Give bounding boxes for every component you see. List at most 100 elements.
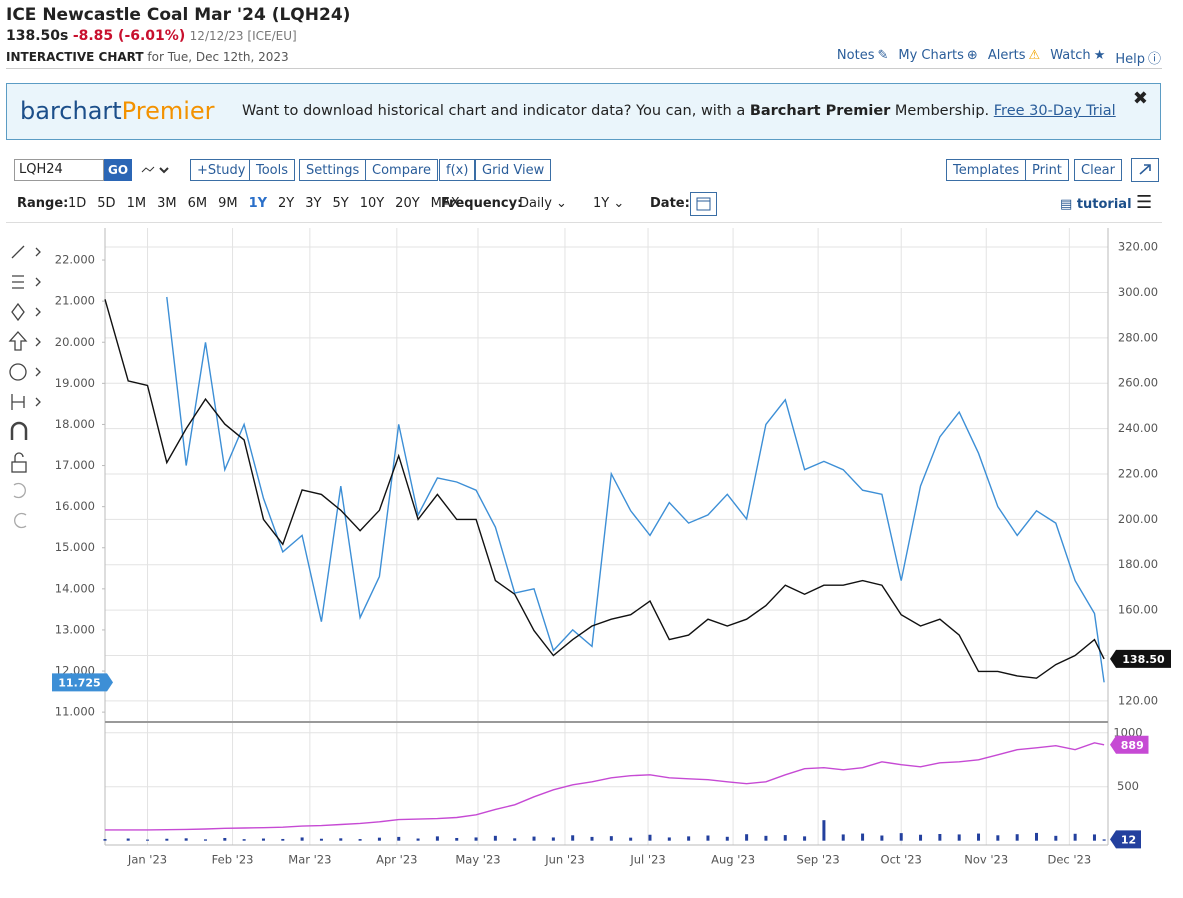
tool-magnet[interactable] bbox=[10, 421, 28, 440]
tool-undo[interactable] bbox=[13, 482, 26, 499]
tool-arrow[interactable] bbox=[35, 307, 41, 317]
price: 138.50s bbox=[6, 28, 69, 44]
volume-bar bbox=[300, 837, 304, 841]
tool-arrow[interactable] bbox=[35, 397, 41, 407]
link-icon: ✎ bbox=[877, 48, 889, 63]
toolbar-button[interactable]: Compare bbox=[365, 159, 438, 181]
premier-banner: barchartPremier Want to download histori… bbox=[6, 83, 1161, 140]
range-option[interactable]: 3Y bbox=[305, 196, 322, 211]
tool-lock[interactable] bbox=[11, 461, 27, 473]
x-tick-label: Oct '23 bbox=[881, 853, 922, 867]
toolbar-button[interactable]: Print bbox=[1025, 159, 1069, 181]
header-link[interactable]: Alerts ⚠ bbox=[988, 48, 1040, 67]
chart-type-icon[interactable] bbox=[140, 163, 172, 177]
link-icon: ⓘ bbox=[1147, 52, 1161, 67]
y-tick-label: 16.000 bbox=[55, 499, 95, 513]
last-value-badge bbox=[52, 673, 113, 692]
volume-bar bbox=[783, 835, 787, 841]
expand-button[interactable] bbox=[1131, 158, 1159, 182]
volume-bar bbox=[764, 835, 768, 841]
range-option[interactable]: 9M bbox=[218, 196, 238, 211]
tutorial-link[interactable]: ▤ tutorial bbox=[1060, 197, 1132, 212]
y2-tick-label: 200.00 bbox=[1118, 512, 1158, 526]
volume-bar bbox=[416, 838, 420, 841]
volume-bar bbox=[687, 836, 691, 841]
volume-bar bbox=[339, 838, 343, 841]
volume-bar bbox=[667, 837, 671, 841]
volume-bar bbox=[977, 833, 981, 841]
tool-arrow[interactable] bbox=[35, 367, 41, 377]
tool-measure[interactable] bbox=[11, 394, 25, 410]
volume-bar bbox=[165, 838, 169, 841]
range-option[interactable]: 1M bbox=[126, 196, 147, 211]
tool-lock-shackle[interactable] bbox=[14, 452, 24, 462]
range-option[interactable]: 6M bbox=[187, 196, 208, 211]
range-option[interactable]: MAX bbox=[430, 196, 460, 211]
header-link[interactable]: Notes ✎ bbox=[837, 48, 888, 67]
x-tick-label: Mar '23 bbox=[288, 853, 331, 867]
banner-bold: Barchart Premier bbox=[749, 103, 891, 119]
link-icon: ⊕ bbox=[966, 48, 978, 63]
header-link[interactable]: Help ⓘ bbox=[1115, 48, 1161, 67]
range-option[interactable]: 1D bbox=[68, 196, 87, 211]
header-link[interactable]: My Charts ⊕ bbox=[898, 48, 977, 67]
volume-bar bbox=[281, 838, 285, 841]
logo-a: barchart bbox=[20, 97, 122, 125]
close-button[interactable]: ✖ bbox=[1132, 88, 1148, 109]
tool-redo[interactable] bbox=[14, 512, 27, 529]
header-link[interactable]: Watch ★ bbox=[1050, 48, 1105, 67]
volume-bar bbox=[938, 833, 942, 841]
range-option[interactable]: 3M bbox=[157, 196, 177, 211]
trial-link[interactable]: Free 30-Day Trial bbox=[993, 103, 1116, 119]
series-line bbox=[104, 299, 1105, 679]
x-tick-label: Nov '23 bbox=[964, 853, 1008, 867]
tool-arrow[interactable] bbox=[35, 337, 41, 347]
last-value-badge bbox=[1110, 830, 1141, 849]
tool-circle[interactable] bbox=[9, 363, 27, 381]
go-button[interactable]: GO bbox=[104, 159, 132, 181]
frequency-select[interactable]: Daily ⌄ bbox=[519, 196, 567, 211]
calendar-button[interactable] bbox=[690, 192, 717, 216]
link-icon: ★ bbox=[1093, 48, 1106, 63]
range-option[interactable]: 5D bbox=[97, 196, 116, 211]
link-text: Notes bbox=[836, 48, 875, 63]
range-option[interactable]: 20Y bbox=[395, 196, 420, 211]
toolbar-button[interactable]: +Study bbox=[190, 159, 253, 181]
change: -8.85 (-6.01%) bbox=[72, 28, 186, 44]
y2-tick-label: 180.00 bbox=[1118, 557, 1158, 571]
y-tick-label: 19.000 bbox=[55, 376, 95, 390]
toolbar-button[interactable]: f(x) bbox=[439, 159, 476, 181]
range-option[interactable]: 1Y bbox=[248, 196, 268, 211]
volume-bar bbox=[146, 839, 150, 841]
tool-fib[interactable] bbox=[12, 275, 24, 289]
date-source: 12/12/23 [ICE/EU] bbox=[189, 29, 297, 43]
frequency-label: Frequency: bbox=[441, 196, 523, 211]
x-tick-label: Apr '23 bbox=[376, 853, 417, 867]
period-select[interactable]: 1Y ⌄ bbox=[593, 196, 625, 211]
x-tick-label: Dec '23 bbox=[1047, 853, 1091, 867]
symbol-input[interactable]: LQH24 bbox=[14, 159, 104, 181]
volume-bar bbox=[803, 836, 807, 841]
menu-button[interactable]: ☰ bbox=[1136, 192, 1153, 213]
chart-caption: INTERACTIVE CHART for Tue, Dec 12th, 202… bbox=[6, 50, 289, 64]
tool-arrow[interactable] bbox=[35, 247, 41, 257]
toolbar-button[interactable]: Tools bbox=[249, 159, 296, 181]
x-tick-label: Jun '23 bbox=[544, 853, 584, 867]
tool-arrow-up[interactable] bbox=[8, 331, 28, 351]
icon-arrow bbox=[1139, 164, 1151, 175]
range-option[interactable]: 2Y bbox=[278, 196, 295, 211]
toolbar-button[interactable]: Clear bbox=[1074, 159, 1122, 181]
range-option[interactable]: 10Y bbox=[359, 196, 385, 211]
volume-bar bbox=[1015, 834, 1019, 841]
toolbar-button[interactable]: Grid View bbox=[475, 159, 552, 181]
tool-arrow[interactable] bbox=[35, 277, 41, 287]
tool-line[interactable] bbox=[11, 245, 25, 259]
volume-bar bbox=[203, 839, 207, 841]
tool-shape[interactable] bbox=[11, 302, 25, 322]
quote-line: 138.50s -8.85 (-6.01%) 12/12/23 [ICE/EU] bbox=[6, 28, 297, 44]
range-option[interactable]: 5Y bbox=[332, 196, 349, 211]
volume-bar bbox=[957, 834, 961, 841]
volume-bar bbox=[513, 838, 517, 841]
toolbar-button[interactable]: Templates bbox=[946, 159, 1027, 181]
